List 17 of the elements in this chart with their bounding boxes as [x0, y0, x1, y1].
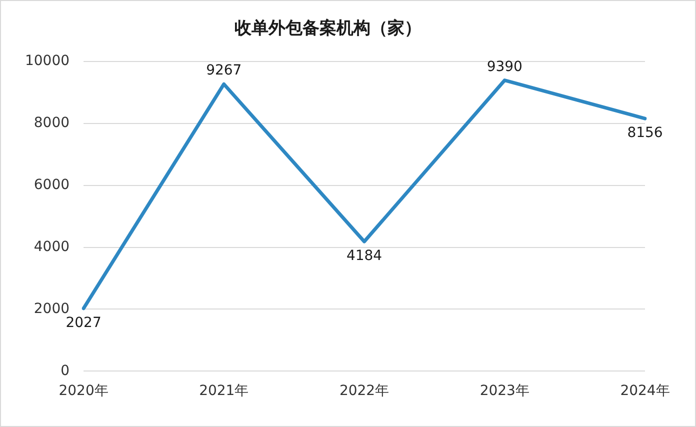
- data-label: 9390: [486, 58, 522, 75]
- x-tick-label: 2021年: [199, 383, 249, 400]
- y-tick-label: 2000: [34, 300, 70, 317]
- y-tick-label: 8000: [34, 115, 70, 131]
- y-tick-label: 4000: [34, 238, 70, 255]
- chart-title: 收单外包备案机构（家）: [234, 18, 422, 39]
- x-tick-label: 2020年: [58, 383, 108, 400]
- data-label: 2027: [66, 315, 102, 332]
- x-tick-label: 2022年: [339, 383, 390, 400]
- x-tick-label: 2024年: [620, 383, 670, 400]
- data-label: 4184: [346, 248, 382, 264]
- x-tick-label: 2023年: [480, 383, 530, 400]
- data-label: 8156: [627, 125, 663, 142]
- y-tick-label: 10000: [24, 53, 70, 70]
- y-tick-label: 0: [60, 362, 70, 379]
- data-label: 9267: [206, 62, 242, 79]
- y-tick-label: 6000: [34, 176, 70, 193]
